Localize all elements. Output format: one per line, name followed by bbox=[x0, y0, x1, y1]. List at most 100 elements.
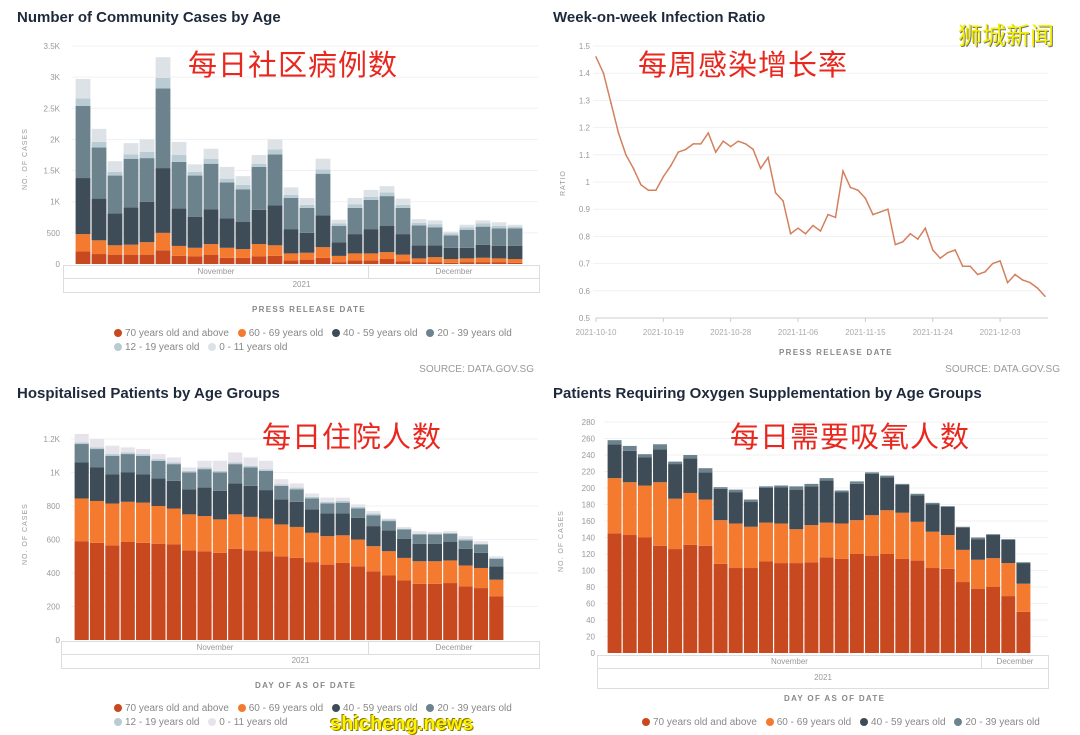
bar-hospitalised-s5-24 bbox=[443, 531, 458, 533]
ratio-point-1 bbox=[602, 72, 605, 74]
bar-hospitalised-s5-2 bbox=[105, 445, 120, 455]
bar-oxygen-s0-27 bbox=[1016, 611, 1031, 653]
bar-oxygen-s2-5 bbox=[683, 458, 698, 493]
bar-hospitalised-s0-23 bbox=[427, 583, 442, 640]
bar-community-s3-1 bbox=[91, 147, 107, 199]
y-tick-label-community: 3.5K bbox=[44, 42, 61, 51]
legend-item[interactable]: 40 - 59 years old bbox=[860, 716, 946, 730]
bar-community-s4-12 bbox=[267, 149, 283, 155]
bar-hospitalised-s3-20 bbox=[381, 521, 396, 531]
bar-hospitalised-s3-4 bbox=[136, 455, 151, 475]
bar-oxygen-s3-27 bbox=[1016, 562, 1031, 564]
ratio-point-23 bbox=[767, 156, 769, 159]
x-axis-label-hospitalised: DAY OF AS OF DATE bbox=[255, 681, 357, 690]
ratio-point-48 bbox=[954, 249, 956, 251]
legend-item[interactable]: 12 - 19 years old bbox=[114, 716, 200, 730]
bar-oxygen-s2-2 bbox=[637, 457, 652, 486]
bar-community-s1-15 bbox=[315, 247, 331, 258]
bar-hospitalised-s5-15 bbox=[304, 493, 320, 497]
bar-community-s1-22 bbox=[427, 257, 443, 263]
bar-hospitalised-s5-9 bbox=[212, 460, 227, 471]
legend-item[interactable]: 12 - 19 years old bbox=[114, 341, 200, 355]
legend-item[interactable]: 20 - 39 years old bbox=[426, 702, 512, 716]
bar-community-s4-7 bbox=[187, 171, 203, 176]
bar-oxygen-s3-8 bbox=[728, 489, 743, 493]
bar-hospitalised-s0-0 bbox=[74, 541, 89, 640]
bar-hospitalised-s1-12 bbox=[258, 518, 274, 552]
bar-oxygen-s2-26 bbox=[1001, 539, 1016, 564]
legend-item[interactable]: 60 - 69 years old bbox=[237, 702, 323, 716]
bar-hospitalised-s0-5 bbox=[151, 543, 166, 640]
bar-oxygen-s0-10 bbox=[759, 561, 773, 653]
bar-oxygen-s0-11 bbox=[774, 563, 789, 653]
bar-hospitalised-s2-26 bbox=[473, 552, 489, 568]
ratio-point-34 bbox=[849, 186, 852, 189]
legend-item[interactable]: 0 - 11 years old bbox=[208, 341, 287, 355]
y-axis-label-community: NO. OF CASES bbox=[22, 128, 29, 190]
bar-oxygen-s3-17 bbox=[865, 472, 879, 474]
bar-hospitalised-s2-24 bbox=[443, 542, 458, 561]
bar-community-s5-10 bbox=[235, 176, 251, 185]
bar-community-s2-5 bbox=[155, 168, 171, 233]
ratio-point-20 bbox=[744, 143, 747, 145]
bar-oxygen-s0-26 bbox=[1001, 596, 1016, 653]
bar-oxygen-s1-24 bbox=[971, 559, 985, 589]
bar-hospitalised-s2-20 bbox=[381, 530, 396, 552]
bar-hospitalised-s2-8 bbox=[197, 487, 212, 517]
bar-hospitalised-s0-27 bbox=[489, 596, 504, 640]
bar-community-s1-16 bbox=[331, 255, 347, 263]
overlay-oxygen-cn: 每日需要吸氧人数 bbox=[730, 420, 971, 454]
bar-community-s5-20 bbox=[395, 198, 411, 205]
ratio-point-15 bbox=[707, 132, 710, 134]
y-tick-label-community: 2.5K bbox=[44, 104, 61, 113]
bar-hospitalised-s4-15 bbox=[304, 496, 320, 499]
legend-item[interactable]: 60 - 69 years old bbox=[237, 327, 323, 341]
legend-item[interactable]: 40 - 59 years old bbox=[332, 327, 418, 341]
ratio-point-54 bbox=[999, 260, 1001, 262]
bar-hospitalised-s4-7 bbox=[182, 470, 197, 473]
bar-oxygen-s2-22 bbox=[940, 506, 955, 536]
bar-hospitalised-s0-4 bbox=[136, 542, 151, 640]
legend-item[interactable]: 70 years old and above bbox=[114, 327, 229, 341]
legend-label: 70 years old and above bbox=[125, 703, 229, 714]
bar-hospitalised-s5-5 bbox=[151, 454, 166, 460]
bar-oxygen-s0-5 bbox=[683, 544, 698, 653]
bar-oxygen-s3-13 bbox=[804, 483, 819, 487]
legend-label: 60 - 69 years old bbox=[776, 717, 852, 728]
bar-oxygen-s2-3 bbox=[653, 449, 667, 483]
bar-community-s4-24 bbox=[459, 227, 475, 230]
legend-dot bbox=[426, 329, 435, 337]
legend-item[interactable]: 70 years old and above bbox=[642, 716, 757, 730]
legend-item[interactable]: 60 - 69 years old bbox=[765, 716, 852, 730]
bar-community-s4-14 bbox=[299, 204, 315, 208]
legend-dot bbox=[114, 718, 122, 726]
bar-oxygen-s0-23 bbox=[955, 582, 970, 653]
bar-community-s3-10 bbox=[235, 189, 251, 222]
bar-hospitalised-s3-25 bbox=[458, 540, 473, 549]
bar-community-s2-18 bbox=[363, 229, 379, 254]
ratio-point-2 bbox=[610, 102, 612, 104]
legend-item[interactable]: 20 - 39 years old bbox=[954, 716, 1040, 730]
y-tick-label-ratio: 0.6 bbox=[579, 287, 591, 296]
legend-item[interactable]: 70 years old and above bbox=[114, 702, 229, 716]
bar-hospitalised-s3-6 bbox=[166, 464, 181, 481]
bar-hospitalised-s4-11 bbox=[243, 465, 258, 468]
bar-oxygen-s1-12 bbox=[789, 529, 804, 564]
bar-community-s0-23 bbox=[443, 262, 459, 264]
bar-hospitalised-s4-13 bbox=[274, 484, 289, 486]
bar-community-s0-22 bbox=[427, 262, 443, 264]
bar-community-s5-26 bbox=[491, 222, 507, 227]
bar-community-s3-16 bbox=[331, 226, 347, 243]
bar-hospitalised-s0-10 bbox=[228, 548, 243, 640]
ratio-point-16 bbox=[714, 151, 717, 153]
bar-oxygen-s1-26 bbox=[1001, 563, 1016, 597]
legend-item[interactable]: 20 - 39 years old bbox=[426, 327, 512, 341]
ratio-point-36 bbox=[864, 197, 867, 200]
bar-hospitalised-s5-19 bbox=[366, 511, 381, 514]
bar-oxygen-s1-4 bbox=[668, 498, 683, 550]
legend-item[interactable]: 0 - 11 years old bbox=[208, 716, 287, 730]
bar-community-s4-4 bbox=[139, 151, 155, 159]
legend-item[interactable]: 40 - 59 years old bbox=[332, 702, 418, 716]
y-tick-label-oxygen: 280 bbox=[582, 418, 596, 427]
